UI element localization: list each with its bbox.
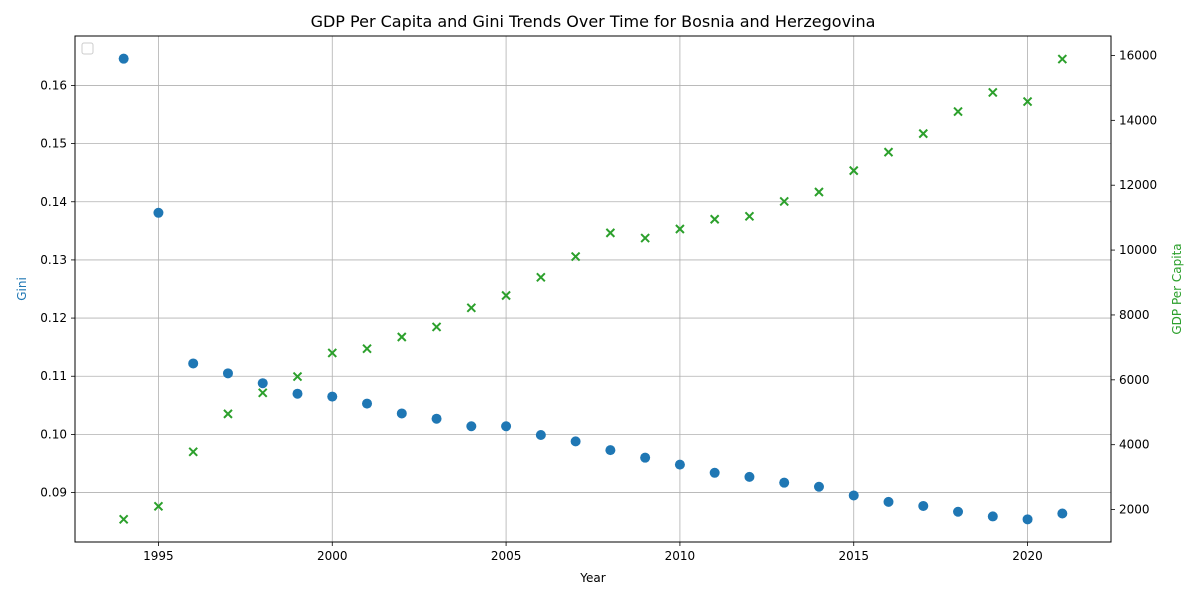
gini-series bbox=[118, 53, 1068, 525]
y-right-axis: 2000 4000 6000 8000 10000 12000 14000 16000 bbox=[1111, 48, 1157, 517]
gini-point bbox=[466, 421, 477, 432]
gdp-point bbox=[292, 371, 303, 382]
gdp-point bbox=[849, 165, 859, 176]
y-right-tick-label: 8000 bbox=[1119, 308, 1150, 322]
gdp-point bbox=[118, 514, 129, 525]
y-right-tick-label: 2000 bbox=[1119, 503, 1150, 517]
gdp-point bbox=[640, 233, 650, 243]
gini-point bbox=[1057, 508, 1068, 519]
gini-point bbox=[501, 421, 512, 432]
gini-point bbox=[744, 471, 755, 482]
gini-point bbox=[570, 436, 581, 447]
gini-point bbox=[327, 391, 338, 402]
y-right-tick-label: 12000 bbox=[1119, 178, 1157, 192]
gini-point bbox=[535, 429, 546, 440]
x-tick-label: 2020 bbox=[1012, 549, 1043, 563]
y-left-axis-label: Gini bbox=[15, 277, 29, 301]
plot-frame bbox=[74, 35, 1112, 543]
gdp-point bbox=[779, 196, 789, 207]
gdp-point bbox=[744, 211, 755, 222]
y-right-tick-label: 10000 bbox=[1119, 243, 1157, 257]
gini-point bbox=[953, 506, 964, 517]
gdp-point bbox=[188, 447, 198, 457]
y-left-axis: 0.09 0.10 0.11 0.12 0.13 0.14 0.15 0.16 bbox=[40, 78, 75, 500]
gini-point bbox=[987, 511, 998, 522]
gdp-point bbox=[883, 147, 894, 157]
gdp-series bbox=[118, 54, 1068, 525]
gdp-point bbox=[223, 409, 233, 419]
gini-point bbox=[883, 496, 894, 507]
gdp-point bbox=[675, 224, 685, 234]
gdp-point bbox=[153, 501, 164, 512]
x-axis-label: Year bbox=[579, 571, 605, 585]
gdp-point bbox=[1022, 96, 1033, 107]
gdp-point bbox=[918, 128, 928, 139]
y-left-tick-label: 0.11 bbox=[40, 369, 67, 383]
y-left-tick-label: 0.13 bbox=[40, 253, 67, 267]
y-left-tick-label: 0.09 bbox=[40, 486, 67, 500]
x-tick-label: 2015 bbox=[838, 549, 869, 563]
gini-point bbox=[640, 452, 651, 463]
gdp-point bbox=[258, 388, 268, 398]
gini-point bbox=[153, 207, 164, 218]
gini-point bbox=[362, 398, 373, 409]
y-left-tick-label: 0.12 bbox=[40, 311, 67, 325]
gdp-point bbox=[570, 251, 581, 262]
gdp-point bbox=[431, 322, 442, 332]
legend-box bbox=[81, 42, 94, 55]
gdp-point bbox=[814, 187, 824, 197]
y-right-tick-label: 16000 bbox=[1119, 48, 1157, 62]
gdp-point bbox=[501, 290, 511, 301]
gini-point bbox=[674, 459, 685, 470]
gdp-point bbox=[988, 87, 998, 98]
gini-point bbox=[779, 477, 790, 488]
gini-point bbox=[257, 378, 268, 389]
y-left-tick-label: 0.15 bbox=[40, 137, 67, 151]
chart-title: GDP Per Capita and Gini Trends Over Time… bbox=[311, 12, 876, 31]
y-right-axis-label: GDP Per Capita bbox=[1170, 243, 1184, 334]
y-right-tick-label: 4000 bbox=[1119, 438, 1150, 452]
y-left-tick-label: 0.14 bbox=[40, 195, 67, 209]
x-axis: 1995 2000 2005 2010 2015 2020 bbox=[143, 542, 1043, 563]
gini-point bbox=[605, 445, 616, 456]
gdp-point bbox=[953, 106, 963, 117]
gdp-point bbox=[466, 303, 477, 313]
y-right-tick-label: 6000 bbox=[1119, 373, 1150, 387]
gini-point bbox=[709, 467, 720, 478]
y-right-tick-label: 14000 bbox=[1119, 113, 1157, 127]
x-tick-label: 2000 bbox=[317, 549, 348, 563]
gdp-point bbox=[327, 348, 337, 358]
gini-point bbox=[222, 368, 233, 379]
y-left-tick-label: 0.10 bbox=[40, 427, 67, 441]
gini-point bbox=[118, 53, 129, 64]
gdp-point bbox=[1057, 54, 1068, 64]
gdp-point bbox=[536, 272, 546, 283]
gini-point bbox=[918, 500, 929, 511]
gini-point bbox=[431, 413, 442, 424]
gdp-point bbox=[605, 228, 616, 238]
grid bbox=[75, 36, 1111, 542]
x-tick-label: 2005 bbox=[491, 549, 522, 563]
gini-point bbox=[848, 490, 859, 501]
gini-point bbox=[813, 481, 824, 492]
gdp-point bbox=[362, 343, 372, 354]
x-tick-label: 1995 bbox=[143, 549, 174, 563]
gini-point bbox=[292, 388, 303, 399]
gini-point bbox=[1022, 514, 1033, 525]
gdp-point bbox=[397, 332, 407, 342]
gini-point bbox=[396, 408, 407, 419]
gdp-point bbox=[709, 214, 720, 224]
x-tick-label: 2010 bbox=[665, 549, 696, 563]
gini-point bbox=[188, 358, 199, 369]
y-left-tick-label: 0.16 bbox=[40, 78, 67, 92]
